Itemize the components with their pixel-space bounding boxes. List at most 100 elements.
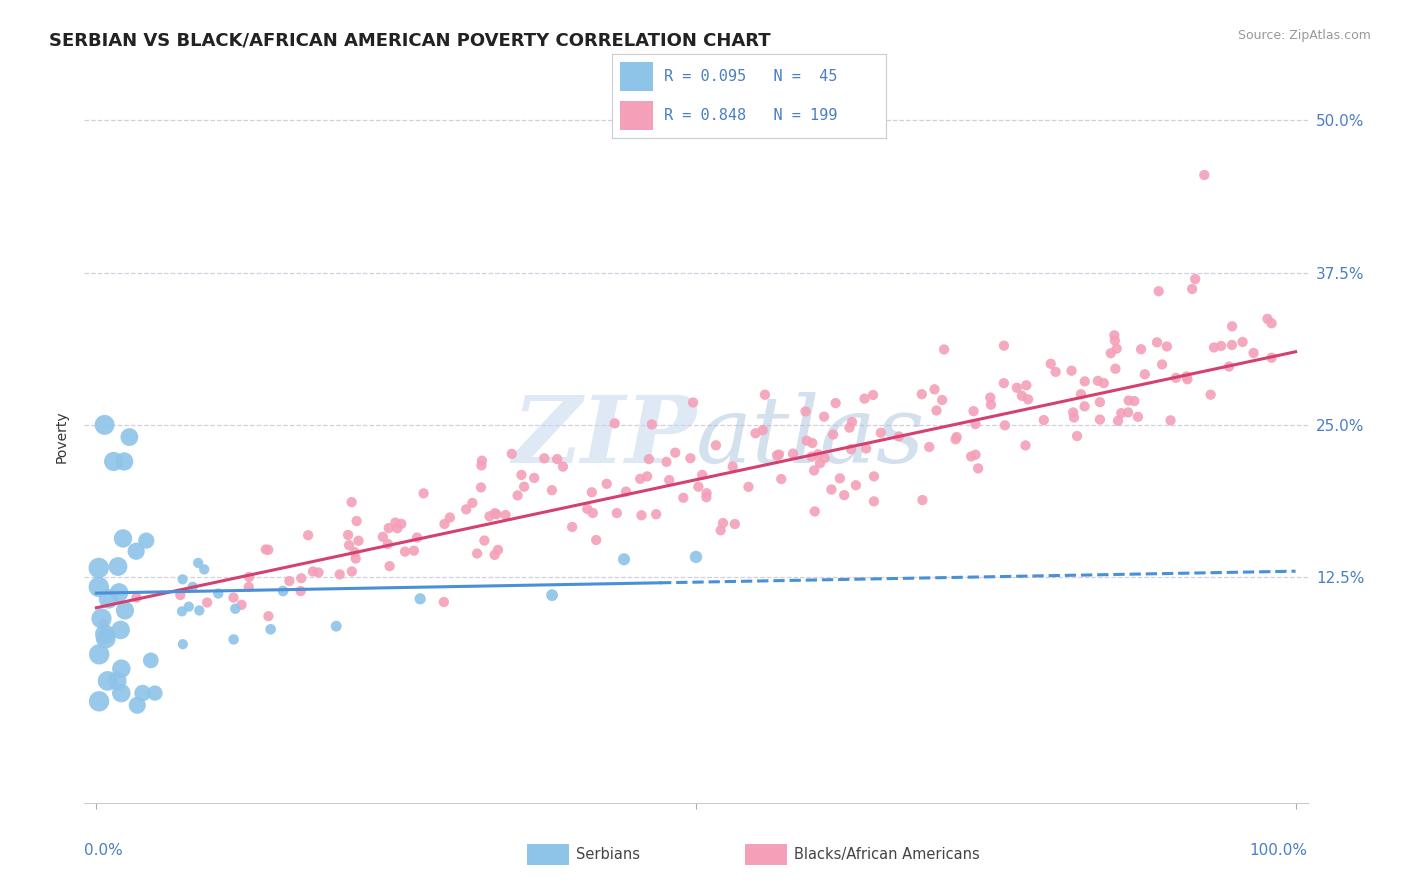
Point (1107, 414, 1129, 428)
Point (402, 543, 425, 558)
Point (581, 485, 603, 500)
Point (337, 538, 360, 552)
Point (254, 542, 277, 557)
Point (118, 430, 141, 444)
Point (887, 429, 910, 443)
Point (384, 516, 406, 530)
Point (1118, 393, 1140, 408)
Point (541, 483, 564, 498)
Point (103, 454, 125, 468)
Point (1060, 364, 1083, 378)
Point (980, 398, 1002, 412)
Point (107, 559, 129, 574)
Point (297, 528, 319, 542)
Point (1220, 338, 1243, 352)
Point (193, 562, 215, 576)
Point (803, 463, 825, 477)
Point (470, 458, 492, 473)
Point (1015, 378, 1038, 392)
Y-axis label: Poverty: Poverty (55, 411, 69, 463)
Point (682, 395, 704, 409)
Point (613, 552, 636, 566)
Point (406, 531, 429, 545)
Point (222, 591, 245, 605)
Point (638, 452, 661, 467)
Point (1260, 316, 1282, 330)
Point (1256, 311, 1278, 326)
Point (439, 510, 461, 524)
Point (737, 480, 759, 494)
Point (271, 584, 294, 599)
Point (187, 556, 209, 570)
Point (377, 537, 399, 551)
Point (188, 603, 211, 617)
Point (112, 454, 135, 468)
Point (513, 480, 536, 494)
Point (108, 585, 131, 599)
Point (606, 506, 628, 520)
Point (1218, 359, 1240, 374)
Text: Source: ZipAtlas.com: Source: ZipAtlas.com (1237, 29, 1371, 42)
Point (110, 623, 132, 637)
Point (172, 637, 194, 651)
Point (394, 544, 416, 558)
Point (814, 451, 837, 466)
Point (456, 502, 478, 516)
Point (1130, 343, 1153, 357)
Point (721, 459, 744, 474)
Point (993, 376, 1015, 391)
Point (238, 580, 260, 594)
Point (337, 528, 360, 542)
Bar (620, 62, 652, 91)
Point (207, 586, 229, 600)
Point (110, 662, 132, 676)
Point (1152, 358, 1174, 372)
Point (658, 473, 681, 487)
Point (172, 572, 194, 586)
Point (1220, 319, 1243, 334)
Point (655, 455, 678, 469)
Point (177, 599, 200, 614)
Point (924, 382, 946, 396)
Point (1062, 405, 1084, 419)
Point (378, 559, 401, 574)
Point (808, 456, 831, 470)
Point (97, 673, 120, 688)
Point (125, 544, 148, 558)
Point (290, 571, 312, 585)
Point (962, 404, 984, 418)
Point (853, 392, 876, 406)
Text: atlas: atlas (696, 392, 925, 482)
Point (506, 488, 529, 502)
Point (855, 442, 877, 456)
Point (918, 440, 941, 454)
Point (1104, 328, 1126, 343)
Point (110, 686, 132, 700)
Text: R = 0.848   N = 199: R = 0.848 N = 199 (664, 108, 837, 123)
Point (484, 548, 506, 562)
Point (845, 478, 868, 492)
Point (94, 632, 117, 646)
Point (1088, 412, 1111, 426)
Point (377, 521, 399, 535)
Text: 100.0%: 100.0% (1250, 843, 1308, 858)
Point (582, 506, 605, 520)
Point (801, 436, 824, 450)
Point (238, 570, 260, 584)
Point (576, 501, 599, 516)
Point (105, 673, 128, 688)
Point (768, 448, 790, 462)
Point (1123, 394, 1146, 409)
Point (484, 506, 506, 520)
Point (911, 493, 934, 508)
Point (389, 516, 412, 531)
Point (1088, 395, 1111, 409)
Point (541, 588, 564, 602)
Point (1194, 168, 1216, 182)
Text: Serbians: Serbians (576, 847, 641, 862)
Point (143, 686, 166, 700)
Point (993, 339, 1015, 353)
Point (127, 698, 149, 713)
Point (1045, 365, 1067, 379)
Point (744, 426, 766, 441)
